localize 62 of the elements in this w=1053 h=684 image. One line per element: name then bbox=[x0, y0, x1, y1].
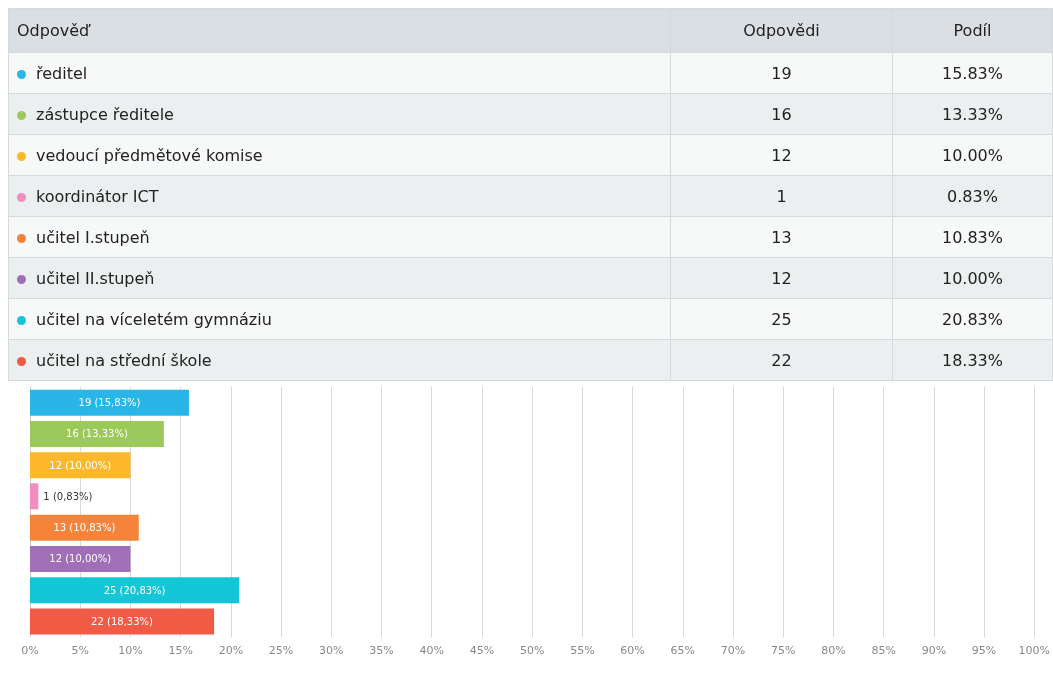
data-label: 16 bbox=[670, 93, 893, 135]
data-label: 10.00% bbox=[892, 257, 1053, 299]
data-label: 20.83% bbox=[892, 298, 1053, 340]
x-tick-label: 55% bbox=[570, 644, 595, 657]
data-label: 19 (15,83%) bbox=[78, 397, 141, 409]
x-tick-label: 95% bbox=[971, 644, 997, 657]
x-tick-label: 35% bbox=[369, 644, 394, 657]
series-label: Odpovědi bbox=[670, 8, 893, 53]
bar bbox=[30, 389, 189, 416]
data-label: 25 bbox=[670, 298, 893, 340]
x-tick-label: 65% bbox=[670, 644, 696, 657]
data-label: 10.00% bbox=[892, 134, 1053, 176]
data-label: 13.33% bbox=[892, 93, 1053, 135]
x-tick-label: 0% bbox=[21, 644, 39, 657]
bar bbox=[30, 420, 164, 447]
data-label: 22 (18,33%) bbox=[91, 615, 154, 627]
category-label: koordinátor ICT bbox=[36, 186, 159, 206]
data-label: 13 (10,83%) bbox=[53, 522, 116, 534]
bar bbox=[30, 514, 139, 541]
x-tick-label: 20% bbox=[218, 644, 244, 657]
data-label: 22 bbox=[670, 339, 893, 381]
text: Odpověď bbox=[8, 8, 671, 53]
category-label: učitel I.stupeň bbox=[36, 227, 150, 247]
x-tick-label: 70% bbox=[720, 644, 746, 657]
data-label: 10.83% bbox=[892, 216, 1053, 258]
data-label: 25 (20,83%) bbox=[103, 584, 166, 596]
x-tick-label: 5% bbox=[71, 644, 89, 657]
bar bbox=[30, 577, 240, 604]
category-label: ředitel bbox=[36, 63, 88, 83]
x-tick-label: 25% bbox=[268, 644, 294, 657]
bar bbox=[30, 483, 39, 510]
data-label: 0.83% bbox=[892, 175, 1053, 217]
x-tick-label: 10% bbox=[118, 644, 143, 657]
x-tick-label: 40% bbox=[419, 644, 444, 657]
data-label: 16 (13,33%) bbox=[66, 428, 128, 440]
data-label: 19 bbox=[670, 52, 893, 94]
x-tick-label: 60% bbox=[620, 644, 645, 657]
category-label: učitel II.stupeň bbox=[36, 268, 155, 288]
category-label: učitel na střední škole bbox=[36, 350, 212, 370]
category-label: učitel na víceletém gymnáziu bbox=[36, 309, 272, 329]
x-tick-label: 45% bbox=[469, 644, 495, 657]
data-label: 1 bbox=[670, 175, 893, 217]
bar bbox=[30, 608, 215, 635]
x-tick-label: 85% bbox=[871, 644, 896, 657]
x-tick-label: 90% bbox=[921, 644, 947, 657]
data-label: 12 (10,00%) bbox=[49, 459, 112, 471]
data-label: 13 bbox=[670, 216, 893, 258]
data-label: 1 (0,83%) bbox=[43, 490, 93, 502]
x-tick-label: 80% bbox=[821, 644, 846, 657]
category-label: vedoucí předmětové komise bbox=[36, 145, 263, 165]
category-label: zástupce ředitele bbox=[36, 104, 174, 124]
data-label: 12 (10,00%) bbox=[49, 553, 112, 565]
data-label: 12 bbox=[670, 134, 893, 176]
x-tick-label: 100% bbox=[1018, 644, 1050, 657]
x-tick-label: 15% bbox=[168, 644, 193, 657]
data-label: 15.83% bbox=[892, 52, 1053, 94]
data-label: 12 bbox=[670, 257, 893, 299]
x-tick-label: 50% bbox=[519, 644, 545, 657]
series-label: Podíl bbox=[892, 8, 1053, 53]
data-label: 18.33% bbox=[892, 339, 1053, 381]
x-tick-label: 75% bbox=[770, 644, 796, 657]
x-tick-label: 30% bbox=[319, 644, 344, 657]
